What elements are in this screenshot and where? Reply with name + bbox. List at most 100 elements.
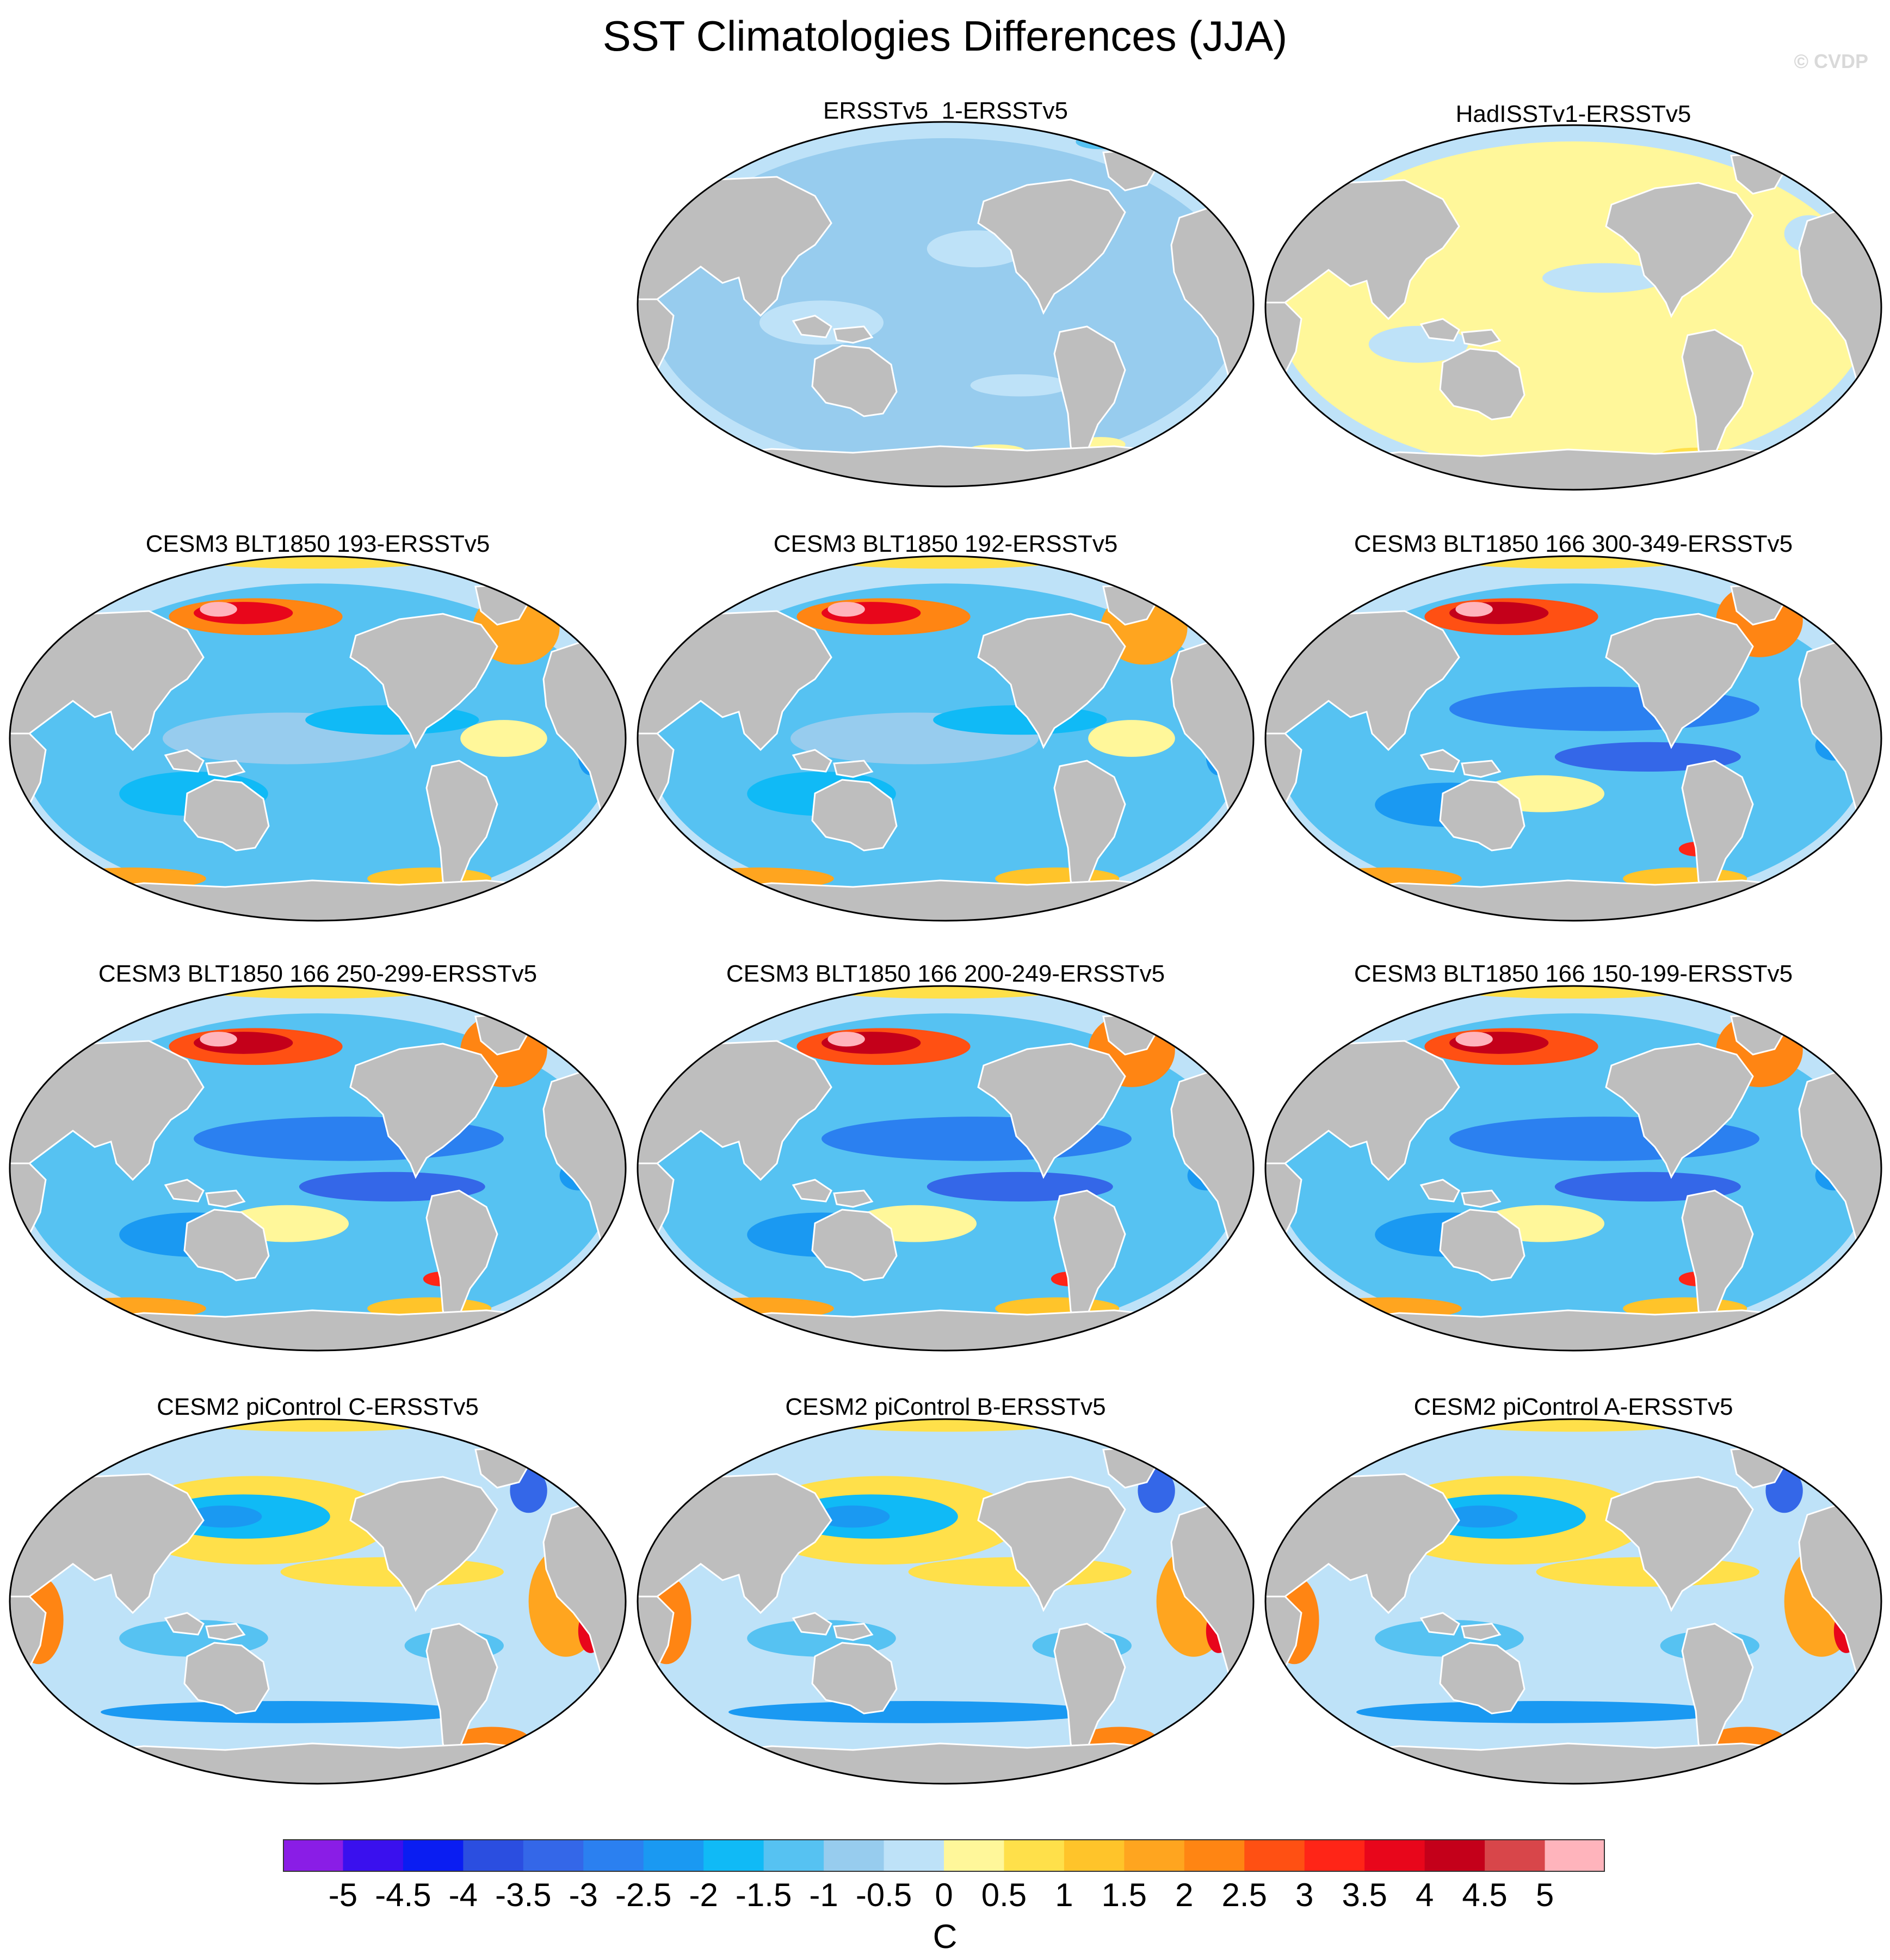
panel-title: CESM2 piControl C-ERSSTv5 [157,1394,479,1420]
land-mass [1419,749,1460,773]
map-border [9,555,627,922]
colorbar-swatch [944,1839,1004,1872]
colorbar-tick-label: 4.5 [1462,1877,1508,1913]
land-mass [205,760,246,778]
land-mass [1419,1179,1460,1203]
land-mass [1439,1642,1525,1715]
land-mass [1461,1189,1502,1208]
anomaly-region [1300,557,1350,572]
land-mass [349,613,498,749]
panel-title: CESM2 piControl A-ERSSTv5 [1413,1394,1733,1420]
colorbar-swatch [523,1839,584,1872]
colorbar-swatch [283,1839,343,1872]
anomaly-region [181,556,454,569]
colorbar-swatch [703,1839,764,1872]
anomaly-region [672,987,722,1002]
land-mass [1605,182,1754,318]
map-border [637,121,1255,488]
anomaly-region [815,1505,890,1528]
anomaly-region [1437,556,1710,569]
map-panel [1264,555,1882,922]
land-mass [638,610,832,751]
colorbar-tick-label: -2.5 [615,1877,672,1913]
colorbar-swatch [403,1839,464,1872]
land-mass [1439,348,1525,421]
colorbar-swatch [1244,1839,1305,1872]
land-mass [205,1189,246,1208]
panel-title: CESM3 BLT1850 166 250-299-ERSSTv5 [98,960,538,987]
map-border [1264,555,1882,922]
land-mass [699,879,1232,921]
colorbar-tick-label: 0 [935,1877,953,1913]
anomaly-region [181,1419,454,1432]
panel-title: CESM3 BLT1850 192-ERSSTv5 [773,531,1118,557]
map-panel [637,121,1255,488]
colorbar-swatch [343,1839,404,1872]
land-mass [1439,1209,1525,1281]
anomaly-region [809,986,1082,999]
colorbar [283,1839,1605,1872]
land-mass [183,1209,270,1281]
land-mass [811,1642,898,1715]
colorbar-tick-label: 1.5 [1101,1877,1147,1913]
anomaly-region [827,1032,865,1047]
colorbar-swatch [884,1839,944,1872]
anomaly-region [1300,987,1350,1002]
map-border [1264,1418,1882,1785]
land-mass [71,879,604,921]
colorbar-tick-label: 1 [1055,1877,1073,1913]
land-mass [1419,1612,1460,1636]
land-mass [811,779,898,852]
anomaly-region [697,1420,748,1435]
colorbar-tick-label: -1.5 [735,1877,792,1913]
colorbar-tick-label: -4.5 [375,1877,431,1913]
anomaly-region [1088,720,1175,757]
map-border [1264,985,1882,1352]
colorbar-swatch [1124,1839,1185,1872]
anomaly-region [1437,986,1710,999]
land-mass [833,325,874,344]
land-mass [833,1189,874,1208]
land-mass [1605,1043,1754,1179]
anomaly-region [101,1701,473,1723]
land-mass [1265,179,1460,320]
land-mass [977,1476,1126,1612]
panel-title: CESM3 BLT1850 166 200-249-ERSSTv5 [726,960,1165,987]
land-mass [164,749,205,773]
map-border [637,555,1255,922]
colorbar-swatch [643,1839,704,1872]
land-mass [349,1476,498,1612]
panel-title: HadISSTv1-ERSSTv5 [1455,101,1691,127]
land-mass [977,1043,1126,1179]
anomaly-region [1356,1701,1728,1723]
colorbar-tick-label: -0.5 [855,1877,912,1913]
colorbar-swatch [1485,1839,1546,1872]
panel-title: CESM2 piControl B-ERSSTv5 [785,1394,1106,1420]
land-mass [1327,1309,1860,1351]
anomaly-region [1455,602,1493,617]
colorbar-tick-label: 4 [1415,1877,1434,1913]
map-panel [9,1418,627,1785]
colorbar-swatch [1304,1839,1365,1872]
anomaly-region [1443,1505,1518,1528]
colorbar-swatch [1424,1839,1485,1872]
anomaly-region [970,374,1070,397]
land-mass [183,779,270,852]
land-mass [833,760,874,778]
land-mass [10,1040,205,1181]
figure-title: SST Climatologies Differences (JJA) [602,12,1288,60]
land-mass [699,445,1232,486]
land-mass [205,1623,246,1641]
land-mass [1419,318,1460,342]
anomaly-region [827,602,865,617]
land-mass [1327,879,1860,921]
land-mass [792,1612,832,1636]
map-border [9,1418,627,1785]
land-mass [1605,1476,1754,1612]
land-mass [792,1179,832,1203]
land-mass [1439,779,1525,852]
colorbar-tick-label: 3 [1295,1877,1314,1913]
map-panel [1264,985,1882,1352]
map-panel [637,985,1255,1352]
land-mass [71,1742,604,1784]
